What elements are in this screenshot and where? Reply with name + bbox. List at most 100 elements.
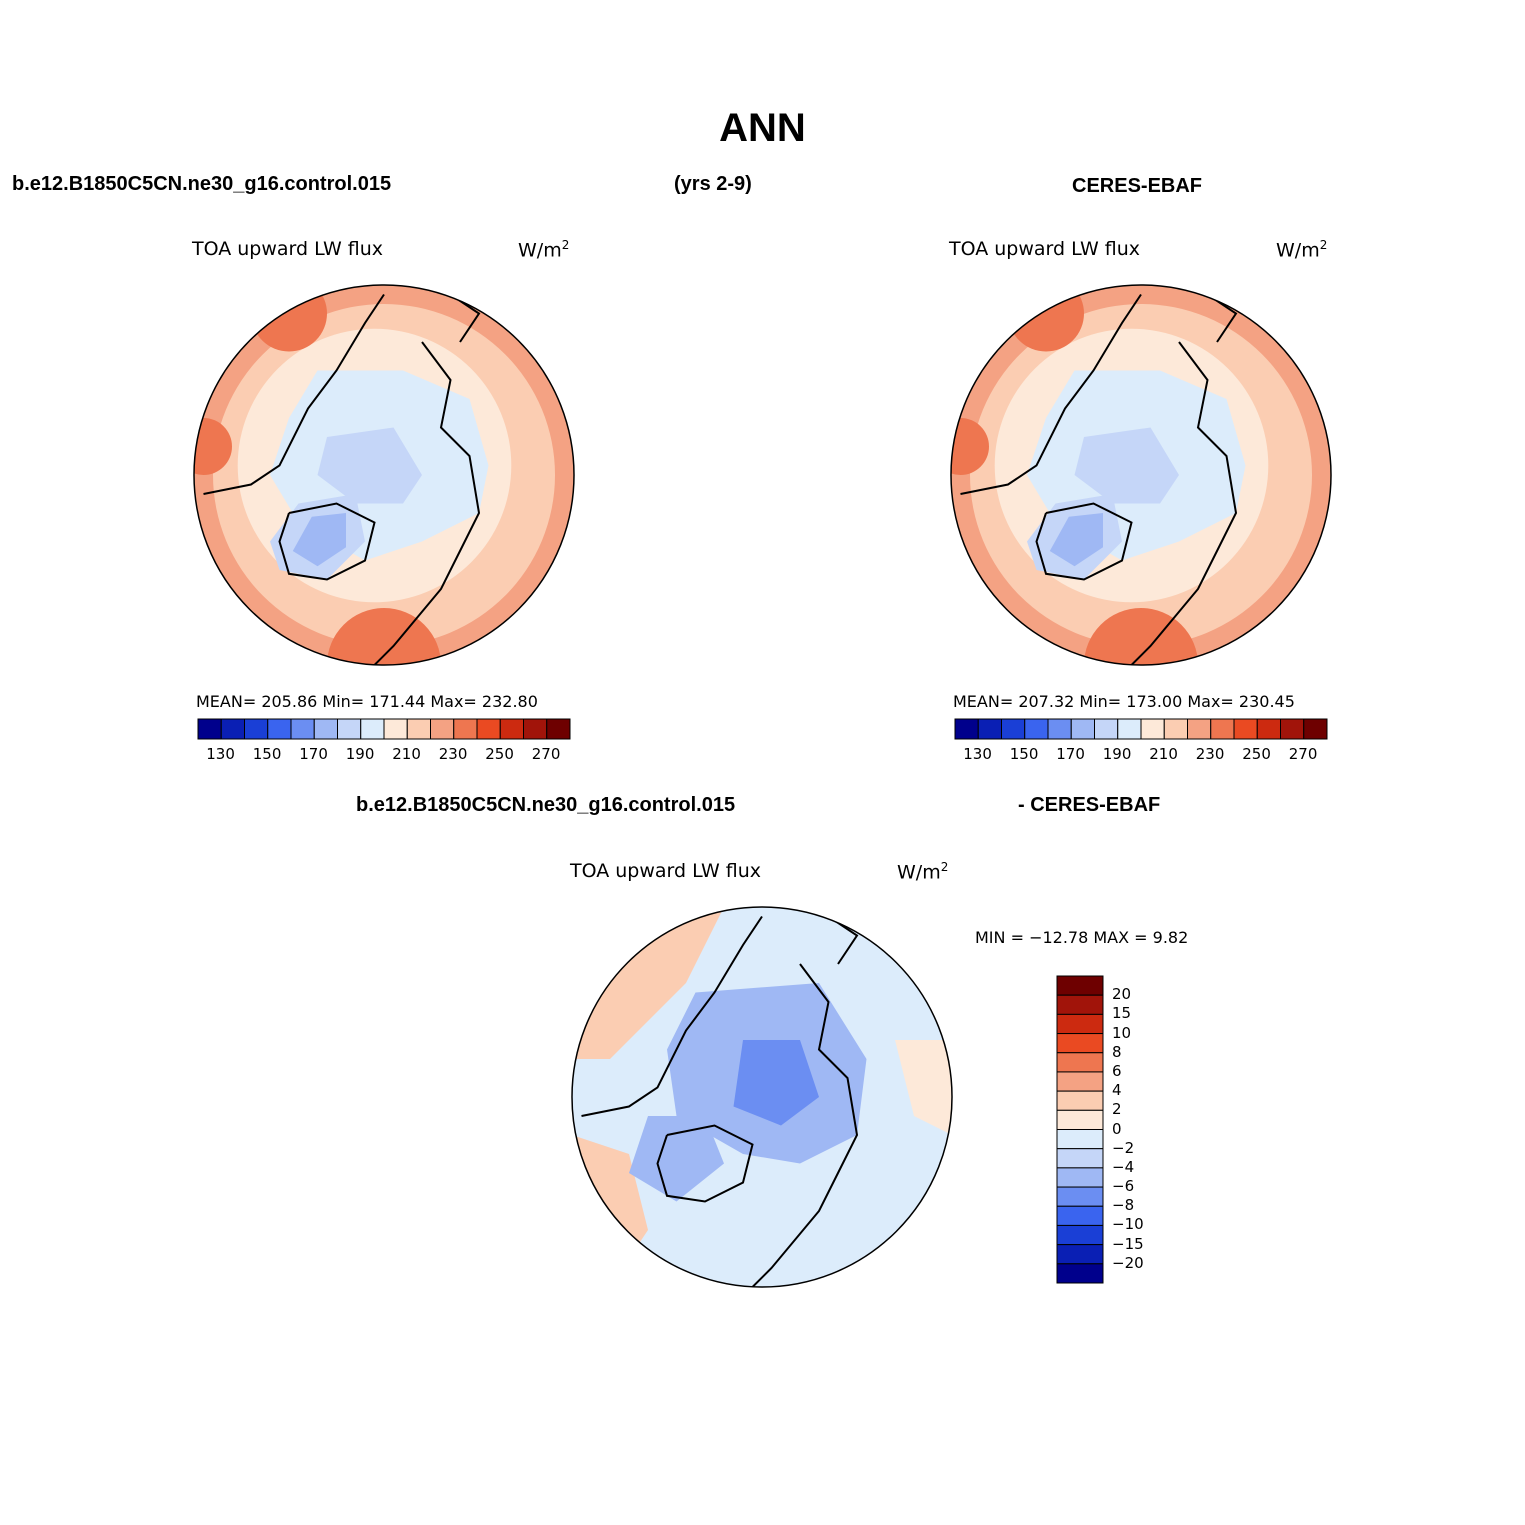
colorbar-swatch: [1001, 718, 1026, 740]
obs-colorbar: [954, 718, 1328, 740]
colorbar-tick-label: 250: [485, 745, 514, 763]
colorbar-swatch: [1117, 718, 1142, 740]
model-panel-units: W/m2: [518, 238, 570, 262]
colorbar-tick-label: 15: [1112, 1004, 1132, 1023]
colorbar-swatch: [1056, 1224, 1104, 1246]
colorbar-swatch: [1056, 1052, 1104, 1073]
coastline-greenland: [656, 1124, 754, 1203]
colorbar-swatch: [1056, 1205, 1104, 1226]
colorbar-tick-label: 190: [1102, 745, 1132, 763]
diff-obs-header: - CERES-EBAF: [1018, 794, 1161, 816]
colorbar-tick-label: 230: [438, 745, 468, 763]
colorbar-swatch: [1163, 718, 1188, 740]
colorbar-swatch: [1056, 1090, 1104, 1111]
colorbar-swatch: [523, 718, 548, 740]
colorbar-tick-label: 190: [345, 745, 375, 763]
colorbar-swatch: [1303, 718, 1328, 740]
colorbar-swatch: [1056, 1186, 1104, 1207]
colorbar-swatch: [1047, 718, 1072, 740]
model-map-group: [193, 284, 575, 666]
case-name-header: b.e12.B1850C5CN.ne30_g16.control.015: [12, 173, 392, 195]
colorbar-swatch: [1056, 994, 1104, 1015]
colorbar-swatch: [267, 718, 292, 740]
coastline-north-america: [581, 915, 763, 1117]
obs-panel-title: TOA upward LW flux: [949, 238, 1141, 260]
map-field: [951, 285, 1331, 665]
model-colorbar: [197, 718, 571, 740]
obs-name-header: CERES-EBAF: [1072, 175, 1203, 197]
colorbar-tick-label: 150: [252, 745, 282, 763]
diff-stats: MIN = −12.78 MAX = 9.82: [975, 928, 1189, 947]
colorbar-swatch: [1056, 1148, 1104, 1169]
colorbar-tick-label: −15: [1112, 1234, 1144, 1253]
map-border: [193, 284, 575, 666]
colorbar-swatch: [1256, 718, 1281, 740]
colorbar-swatch: [1187, 718, 1212, 740]
diff-map-group: [571, 906, 953, 1288]
colorbar-swatch: [197, 718, 222, 740]
obs-stats: MEAN= 207.32 Min= 173.00 Max= 230.45: [953, 692, 1295, 711]
colorbar-swatch: [1056, 1013, 1104, 1035]
colorbar-swatch: [1094, 718, 1119, 740]
colorbar-tick-label: 150: [1009, 745, 1039, 763]
colorbar-tick-label: 250: [1242, 745, 1271, 763]
colorbar-tick-label: 210: [1149, 745, 1178, 763]
colorbar-swatch: [406, 718, 431, 740]
colorbar-swatch: [1056, 1033, 1104, 1054]
diff-colorbar: [1056, 975, 1104, 1284]
colorbar-swatch: [313, 718, 338, 740]
colorbar-swatch: [954, 718, 979, 740]
colorbar-tick-label: 10: [1112, 1023, 1132, 1042]
colorbar-tick-label: 2: [1112, 1100, 1122, 1119]
colorbar-swatch: [1070, 718, 1095, 740]
colorbar-swatch: [430, 718, 455, 740]
colorbar-tick-label: 8: [1112, 1042, 1122, 1061]
colorbar-swatch: [290, 718, 315, 740]
colorbar-tick-label: 210: [392, 745, 421, 763]
colorbar-swatch: [360, 718, 385, 740]
colorbar-swatch: [1056, 1129, 1104, 1150]
colorbar-swatch: [337, 718, 362, 740]
colorbar-tick-label: 4: [1112, 1081, 1122, 1100]
obs-map-group: [950, 284, 1332, 666]
colorbar-tick-label: −10: [1112, 1215, 1144, 1234]
coastline-eurasia: [373, 341, 481, 665]
colorbar-tick-label: 6: [1112, 1061, 1122, 1080]
colorbar-swatch: [1233, 718, 1258, 740]
map-border: [571, 906, 953, 1288]
colorbar-tick-label: 270: [531, 745, 561, 763]
colorbar-swatch: [499, 718, 524, 740]
diff-panel-title: TOA upward LW flux: [570, 860, 762, 882]
colorbar-tick-label: 130: [206, 745, 235, 763]
coastline-eurasia: [1130, 341, 1238, 665]
colorbar-swatch: [244, 718, 269, 740]
colorbar-swatch: [453, 718, 478, 740]
colorbar-tick-label: −4: [1112, 1157, 1135, 1176]
colorbar-tick-label: 130: [963, 745, 992, 763]
colorbar-swatch: [1056, 1263, 1104, 1284]
colorbar-swatch: [1056, 1071, 1104, 1092]
diff-panel-units: W/m2: [897, 860, 949, 884]
colorbar-swatch: [220, 718, 245, 740]
colorbar-tick-label: 20: [1112, 985, 1132, 1004]
map-field: [194, 285, 574, 665]
coastline-greenland: [1035, 502, 1133, 581]
colorbar-swatch: [1056, 975, 1104, 996]
colorbar-tick-label: −20: [1112, 1253, 1144, 1272]
colorbar-swatch: [1140, 718, 1165, 740]
coastline-north-america: [203, 293, 385, 495]
diff-case-header: b.e12.B1850C5CN.ne30_g16.control.015: [356, 794, 736, 816]
colorbar-tick-label: 170: [299, 745, 328, 763]
colorbar-swatch: [546, 718, 571, 740]
colorbar-swatch: [1210, 718, 1235, 740]
map-border: [950, 284, 1332, 666]
coastline-north-america: [960, 293, 1142, 495]
years-header: (yrs 2-9): [674, 173, 752, 195]
colorbar-tick-label: −8: [1112, 1196, 1135, 1215]
colorbar-tick-label: 0: [1112, 1119, 1122, 1138]
map-field: [572, 907, 952, 1287]
coastline-eurasia: [751, 963, 859, 1287]
colorbar-swatch: [1024, 718, 1049, 740]
colorbar-tick-label: −6: [1112, 1177, 1135, 1196]
